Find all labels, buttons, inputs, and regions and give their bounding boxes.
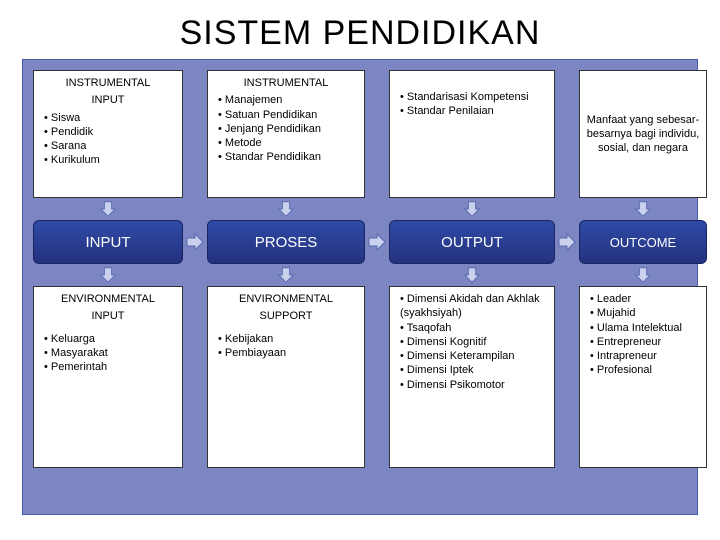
box-manfaat: Manfaat yang sebesar-besarnya bagi indiv… <box>579 70 707 198</box>
arrow-down-icon <box>389 264 555 286</box>
box-header: ENVIRONMENTAL <box>40 292 176 306</box>
box-header: ENVIRONMENTAL <box>214 292 358 306</box>
box-header: INPUT <box>40 309 176 323</box>
list-item: Metode <box>218 136 358 150</box>
arrow-right-icon <box>183 220 207 264</box>
box-header: SUPPORT <box>214 309 358 323</box>
list-item: Standar Penilaian <box>400 104 548 118</box>
list-item: Satuan Pendidikan <box>218 108 358 122</box>
box-header: INSTRUMENTAL <box>40 76 176 90</box>
arrow-down-icon <box>207 264 365 286</box>
stage-outcome: OUTCOME <box>579 220 707 264</box>
list-item: Dimensi Kognitif <box>400 335 548 349</box>
list-item: Dimensi Iptek <box>400 363 548 377</box>
box-instrumental: INSTRUMENTAL Manajemen Satuan Pendidikan… <box>207 70 365 198</box>
list-item: Ulama Intelektual <box>590 321 700 335</box>
list-item: Mujahid <box>590 306 700 320</box>
page-title: SISTEM PENDIDIKAN <box>0 0 720 59</box>
arrow-down-icon <box>579 198 707 220</box>
arrow-down-icon <box>579 264 707 286</box>
arrow-down-icon <box>207 198 365 220</box>
list-item: Masyarakat <box>44 346 176 360</box>
box-outcome-list: Leader Mujahid Ulama Intelektual Entrepr… <box>579 286 707 468</box>
arrow-down-icon <box>33 264 183 286</box>
stage-input: INPUT <box>33 220 183 264</box>
box-environmental-input: ENVIRONMENTAL INPUT Keluarga Masyarakat … <box>33 286 183 468</box>
list-item: Keluarga <box>44 332 176 346</box>
list-item: Dimensi Psikomotor <box>400 378 548 392</box>
list-item: Pendidik <box>44 125 176 139</box>
list-item: Pemerintah <box>44 360 176 374</box>
list-item: Tsaqofah <box>400 321 548 335</box>
arrow-down-icon <box>389 198 555 220</box>
arrow-right-icon <box>555 220 579 264</box>
list-item: Manajemen <box>218 93 358 107</box>
box-standarisasi: Standarisasi Kompetensi Standar Penilaia… <box>389 70 555 198</box>
list-item: Standar Pendidikan <box>218 150 358 164</box>
box-dimensi: Dimensi Akidah dan Akhlak (syakhsiyah) T… <box>389 286 555 468</box>
list-item: Kebijakan <box>218 332 358 346</box>
box-instrumental-input: INSTRUMENTAL INPUT Siswa Pendidik Sarana… <box>33 70 183 198</box>
list-item: Sarana <box>44 139 176 153</box>
diagram-grid: INSTRUMENTAL INPUT Siswa Pendidik Sarana… <box>33 70 687 502</box>
diagram-panel: INSTRUMENTAL INPUT Siswa Pendidik Sarana… <box>22 59 698 515</box>
list-item: Kurikulum <box>44 153 176 167</box>
list-item: Entrepreneur <box>590 335 700 349</box>
arrow-down-icon <box>33 198 183 220</box>
box-environmental-support: ENVIRONMENTAL SUPPORT Kebijakan Pembiaya… <box>207 286 365 468</box>
list-item: Jenjang Pendidikan <box>218 122 358 136</box>
arrow-right-icon <box>365 220 389 264</box>
manfaat-text: Manfaat yang sebesar-besarnya bagi indiv… <box>586 113 700 156</box>
stage-proses: PROSES <box>207 220 365 264</box>
list-item: Leader <box>590 292 700 306</box>
list-item: Standarisasi Kompetensi <box>400 90 548 104</box>
list-item: Dimensi Akidah dan Akhlak (syakhsiyah) <box>400 292 548 321</box>
list-item: Profesional <box>590 363 700 377</box>
box-header: INPUT <box>40 93 176 107</box>
list-item: Intrapreneur <box>590 349 700 363</box>
list-item: Siswa <box>44 111 176 125</box>
stage-output: OUTPUT <box>389 220 555 264</box>
list-item: Pembiayaan <box>218 346 358 360</box>
list-item: Dimensi Keterampilan <box>400 349 548 363</box>
box-header: INSTRUMENTAL <box>214 76 358 90</box>
